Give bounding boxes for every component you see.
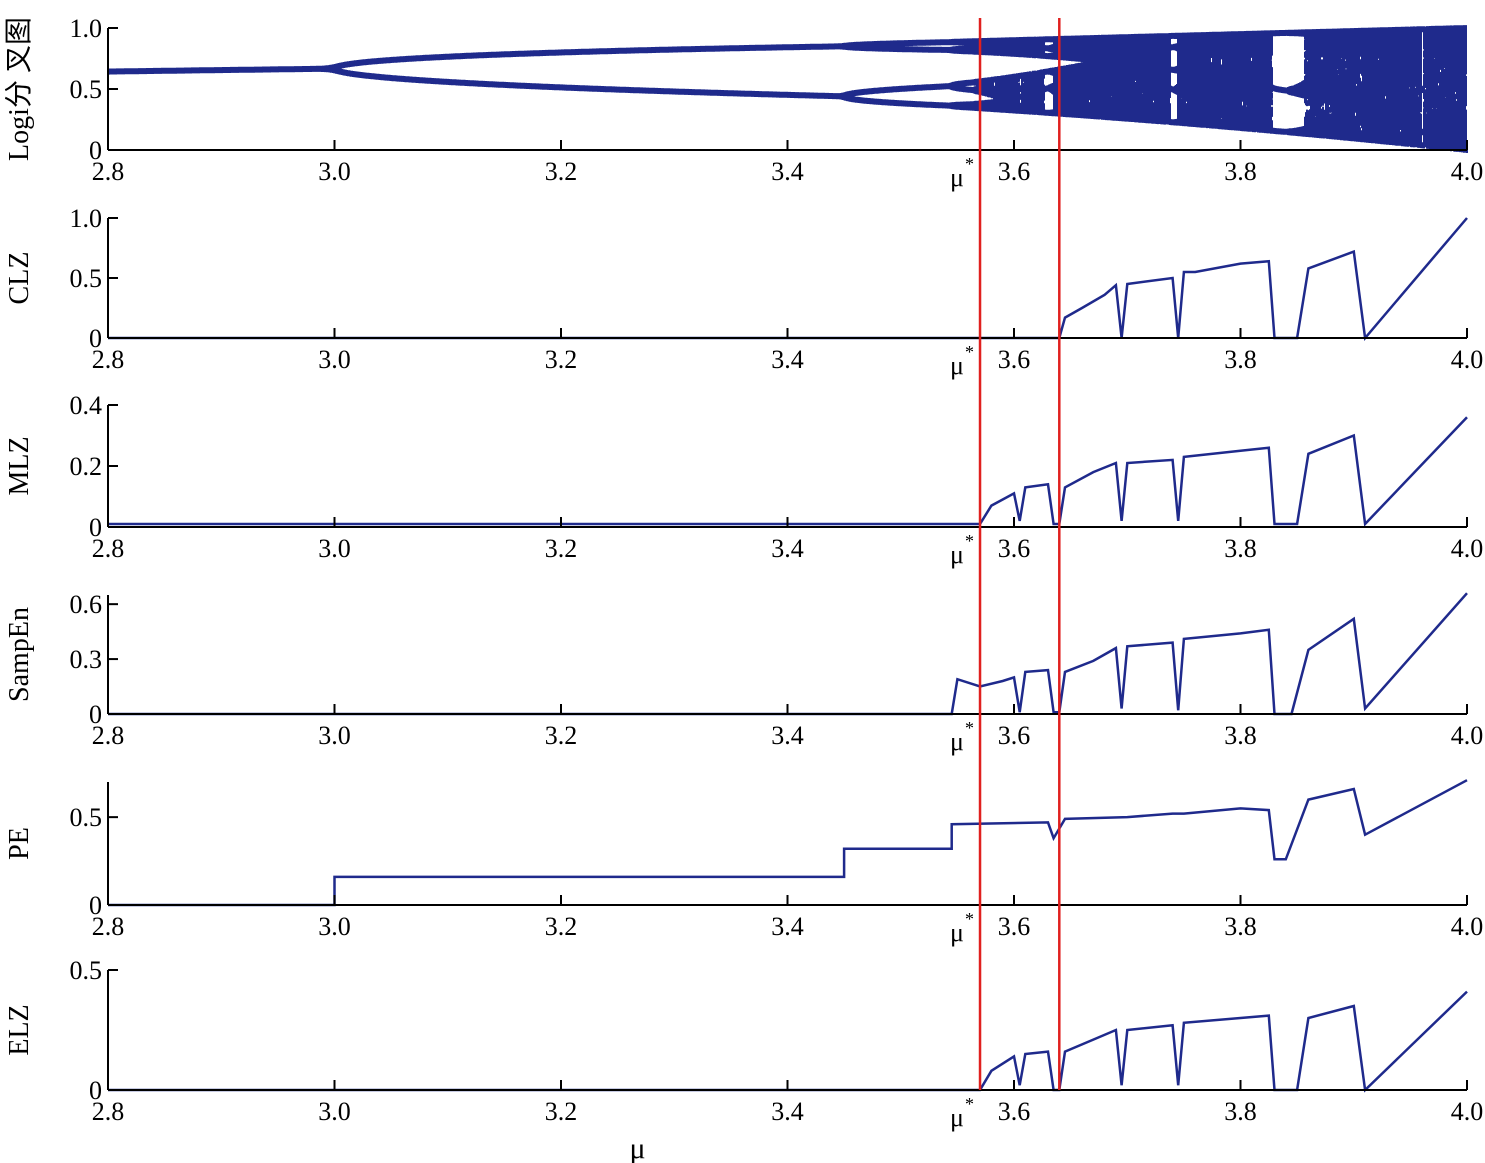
x-tick-label: 3.6	[998, 721, 1031, 750]
y-axis-label: ELZ	[4, 1004, 35, 1055]
x-tick-label: 3.6	[998, 1097, 1031, 1126]
mu-star-label: μ	[950, 540, 964, 569]
x-tick-label: 3.4	[771, 721, 804, 750]
x-tick-label: 4.0	[1451, 157, 1484, 186]
panel-4: 0 0.5 2.8 3.0 3.2 3.4 3.6 3.8 4.0 μ * PE	[4, 779, 1484, 947]
x-tick-label: 2.8	[92, 534, 125, 563]
y-tick-label: 1.0	[70, 14, 103, 43]
x-tick-label: 2.8	[92, 157, 125, 186]
y-tick-label: 0	[89, 324, 102, 353]
y-tick-label: 1.0	[70, 204, 103, 233]
x-tick-label: 3.6	[998, 912, 1031, 941]
y-tick-label: 0.2	[70, 452, 103, 481]
bifurcation-series	[107, 25, 1468, 153]
y-tick-label: 0	[89, 700, 102, 729]
mu-star-sup: *	[965, 154, 974, 174]
series-line	[108, 416, 1468, 527]
x-tick-label: 3.0	[318, 721, 351, 750]
mu-star-sup: *	[965, 531, 974, 551]
x-tick-label: 3.2	[545, 534, 578, 563]
x-tick-label: 2.8	[92, 345, 125, 374]
y-tick-label: 0.6	[70, 590, 103, 619]
panel-5: 0 0.5 2.8 3.0 3.2 3.4 3.6 3.8 4.0 μ * ELZ	[4, 956, 1483, 1132]
mu-star-label: μ	[950, 727, 964, 756]
x-tick-label: 3.8	[1224, 345, 1257, 374]
y-tick-label: 0.5	[70, 956, 103, 985]
x-tick-label: 3.0	[318, 157, 351, 186]
y-tick-label: 0	[89, 136, 102, 165]
y-axis-label: SampEn	[4, 607, 35, 702]
panel-1: 0 0.5 1.0 2.8 3.0 3.2 3.4 3.6 3.8 4.0 μ * CLZ	[4, 204, 1483, 380]
x-tick-label: 3.8	[1224, 1097, 1257, 1126]
x-tick-label: 2.8	[92, 1097, 125, 1126]
x-tick-label: 3.0	[318, 345, 351, 374]
y-axis-label: PE	[4, 827, 35, 860]
y-tick-label: 0	[89, 891, 102, 920]
x-tick-label: 3.0	[318, 912, 351, 941]
mu-star-sup: *	[965, 1094, 974, 1114]
x-tick-label: 3.4	[771, 1097, 804, 1126]
x-tick-label: 4.0	[1451, 345, 1484, 374]
y-tick-label: 0.4	[70, 391, 103, 420]
x-tick-label: 2.8	[92, 912, 125, 941]
y-tick-label: 0.5	[70, 75, 103, 104]
x-tick-label: 3.4	[771, 157, 804, 186]
x-tick-label: 3.4	[771, 345, 804, 374]
x-tick-label: 3.8	[1224, 912, 1257, 941]
mu-star-sup: *	[965, 909, 974, 929]
bifurcation-points	[107, 25, 1468, 153]
y-tick-label: 0	[89, 513, 102, 542]
y-axis-label: CLZ	[4, 252, 35, 305]
x-tick-label: 3.6	[998, 534, 1031, 563]
x-tick-label: 3.4	[771, 912, 804, 941]
x-tick-label: 3.0	[318, 1097, 351, 1126]
y-tick-label: 0.5	[70, 264, 103, 293]
x-tick-label: 4.0	[1451, 721, 1484, 750]
mu-star-label: μ	[950, 351, 964, 380]
x-tick-label: 3.2	[545, 157, 578, 186]
panel-0: 0 0.5 1.0 2.8 3.0 3.2 3.4 3.6 3.8 4.0 μ * Logi分 叉图	[4, 14, 1483, 192]
panel-3: 0 0.3 0.6 2.8 3.0 3.2 3.4 3.6 3.8 4.0 μ * SampEn	[4, 590, 1483, 756]
x-tick-label: 3.4	[771, 534, 804, 563]
x-tick-label: 3.2	[545, 1097, 578, 1126]
x-tick-label: 3.2	[545, 721, 578, 750]
panel-2: 0 0.2 0.4 2.8 3.0 3.2 3.4 3.6 3.8 4.0 μ * MLZ	[4, 391, 1483, 569]
y-tick-label: 0	[89, 1076, 102, 1105]
x-tick-label: 3.2	[545, 912, 578, 941]
x-tick-label: 3.6	[998, 345, 1031, 374]
series-line	[108, 592, 1468, 716]
series-line	[108, 217, 1468, 341]
y-tick-label: 0.3	[70, 645, 103, 674]
mu-star-label: μ	[950, 163, 964, 192]
x-tick-label: 3.8	[1224, 721, 1257, 750]
x-axis-label: μ	[629, 1132, 645, 1163]
y-tick-label: 0.5	[70, 803, 103, 832]
y-axis-label: MLZ	[4, 436, 35, 495]
x-tick-label: 4.0	[1451, 912, 1484, 941]
mu-star-label: μ	[950, 1103, 964, 1132]
x-tick-label: 4.0	[1451, 534, 1484, 563]
x-tick-label: 3.8	[1224, 157, 1257, 186]
x-tick-label: 3.8	[1224, 534, 1257, 563]
x-tick-label: 4.0	[1451, 1097, 1484, 1126]
x-tick-label: 3.6	[998, 157, 1031, 186]
series-line	[108, 990, 1468, 1093]
series-line	[108, 779, 1468, 907]
x-tick-label: 3.2	[545, 345, 578, 374]
mu-star-sup: *	[965, 718, 974, 738]
x-tick-label: 2.8	[92, 721, 125, 750]
x-tick-label: 3.0	[318, 534, 351, 563]
y-axis-label: Logi分 叉图	[4, 17, 35, 161]
mu-star-sup: *	[965, 342, 974, 362]
mu-star-label: μ	[950, 918, 964, 947]
